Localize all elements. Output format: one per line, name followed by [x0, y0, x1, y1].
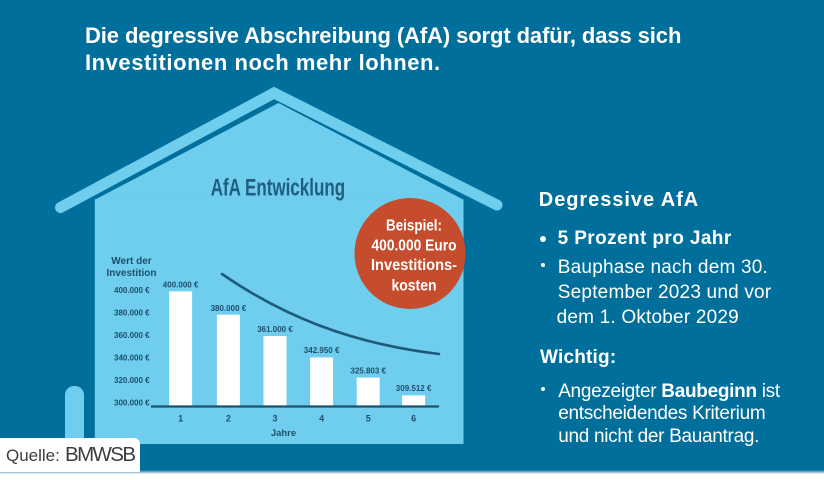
svg-text:Jahre: Jahre [271, 428, 296, 439]
svg-text:Investitions-: Investitions- [371, 257, 457, 274]
svg-text:380.000 €: 380.000 € [211, 304, 247, 313]
svg-text:2: 2 [226, 414, 231, 424]
svg-text:380.000 €: 380.000 € [114, 309, 150, 318]
svg-text:320.000 €: 320.000 € [114, 376, 150, 385]
svg-text:5: 5 [366, 414, 371, 424]
svg-text:Investition: Investition [106, 268, 156, 279]
svg-text:360.000 €: 360.000 € [114, 331, 150, 340]
svg-text:AfA Entwicklung: AfA Entwicklung [211, 175, 345, 202]
svg-text:325.803 €: 325.803 € [350, 367, 386, 376]
svg-text:3: 3 [272, 414, 277, 424]
svg-text:kosten: kosten [392, 277, 437, 294]
svg-text:400.000 €: 400.000 € [163, 281, 199, 290]
svg-text:4: 4 [319, 414, 324, 424]
svg-text:340.000 €: 340.000 € [114, 354, 150, 363]
svg-text:1: 1 [178, 414, 183, 424]
svg-text:400.000 Euro: 400.000 Euro [372, 237, 457, 254]
svg-text:Wert der: Wert der [111, 256, 151, 267]
svg-text:309.512 €: 309.512 € [396, 384, 432, 393]
svg-text:300.000 €: 300.000 € [114, 399, 150, 408]
svg-text:400.000 €: 400.000 € [114, 286, 150, 295]
svg-text:6: 6 [411, 414, 416, 424]
svg-text:342.950 €: 342.950 € [304, 346, 340, 355]
svg-text:361.000 €: 361.000 € [257, 325, 293, 334]
svg-text:Beispiel:: Beispiel: [386, 217, 442, 234]
